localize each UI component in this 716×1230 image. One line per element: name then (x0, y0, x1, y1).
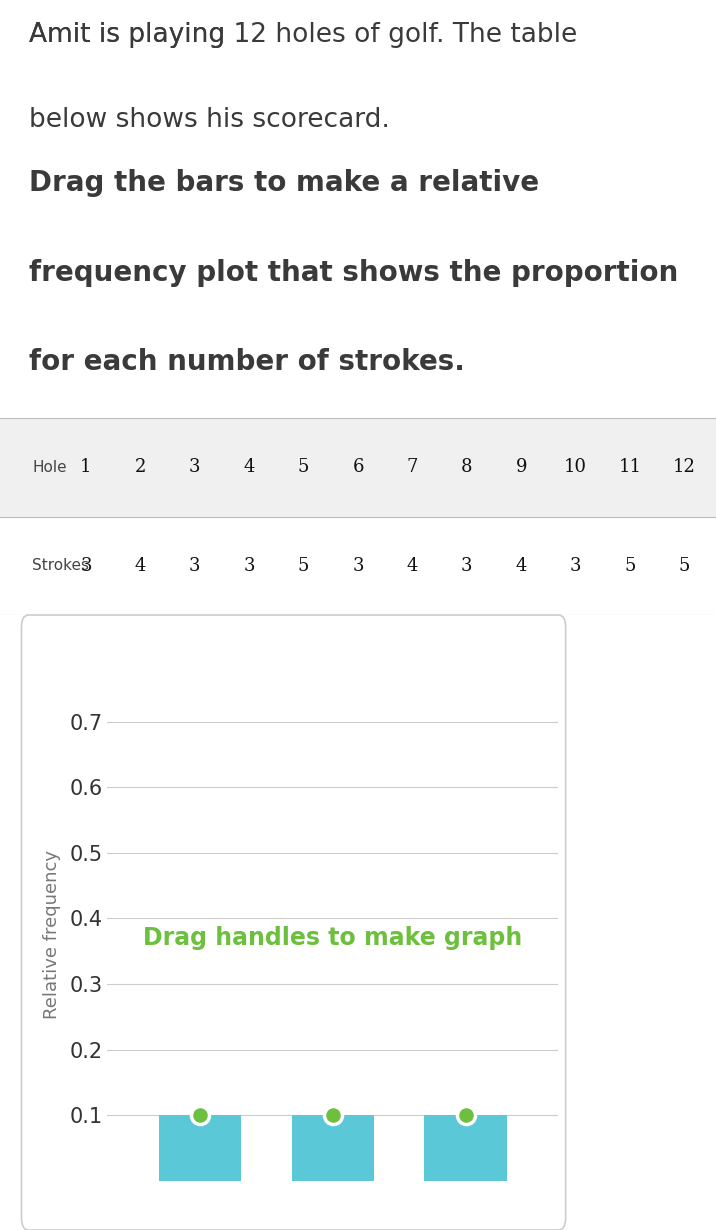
Text: 3: 3 (352, 557, 364, 574)
Text: 10: 10 (564, 459, 587, 476)
Text: Drag the bars to make a relative: Drag the bars to make a relative (29, 170, 538, 197)
Bar (292, 1116, 374, 1181)
Text: 4: 4 (243, 459, 255, 476)
Text: 7: 7 (407, 459, 418, 476)
Text: Hole: Hole (32, 460, 67, 475)
Text: 5: 5 (298, 557, 309, 574)
Text: below shows his scorecard.: below shows his scorecard. (29, 107, 390, 133)
Text: 3: 3 (243, 557, 255, 574)
Text: Drag handles to make graph: Drag handles to make graph (143, 926, 523, 950)
Text: 11: 11 (619, 459, 642, 476)
Text: 8: 8 (461, 459, 473, 476)
Text: Amit is playing: Amit is playing (29, 22, 233, 48)
Text: Amit is playing 12 holes of golf. The table: Amit is playing 12 holes of golf. The ta… (29, 22, 577, 48)
Text: 5: 5 (679, 557, 690, 574)
Text: 3: 3 (570, 557, 581, 574)
Bar (0, 418, 716, 517)
Text: 3: 3 (189, 459, 200, 476)
Text: 3: 3 (189, 557, 200, 574)
Text: Strokes: Strokes (32, 558, 90, 573)
Text: 3: 3 (80, 557, 92, 574)
Text: Amit is playing 12: Amit is playing 12 (29, 22, 296, 48)
FancyBboxPatch shape (21, 615, 566, 1230)
Text: 2: 2 (135, 459, 146, 476)
Text: 4: 4 (135, 557, 146, 574)
Text: 6: 6 (352, 459, 364, 476)
Text: 5: 5 (298, 459, 309, 476)
Text: 3: 3 (461, 557, 473, 574)
Text: 9: 9 (516, 459, 527, 476)
Text: 4: 4 (516, 557, 527, 574)
Text: 12: 12 (673, 459, 696, 476)
Text: frequency plot that shows the proportion: frequency plot that shows the proportion (29, 258, 678, 287)
Bar (159, 1116, 241, 1181)
Text: 1: 1 (80, 459, 92, 476)
Text: for each number of strokes.: for each number of strokes. (29, 348, 465, 376)
Text: 5: 5 (624, 557, 636, 574)
Text: 4: 4 (407, 557, 418, 574)
Bar (425, 1116, 507, 1181)
Y-axis label: Relative frequency: Relative frequency (43, 850, 61, 1020)
